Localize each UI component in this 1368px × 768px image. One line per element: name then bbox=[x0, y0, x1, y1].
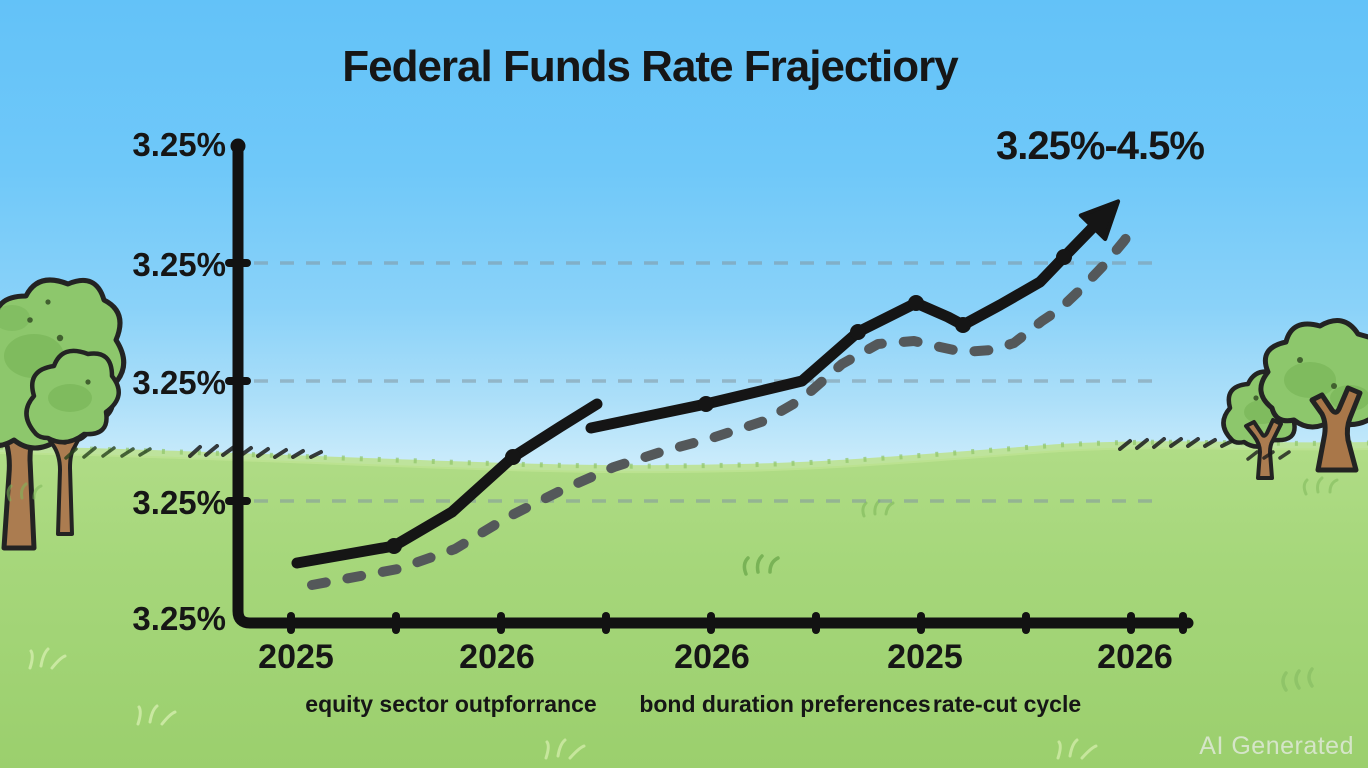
y-axis-label: 3.25% bbox=[132, 484, 226, 521]
end-value-annotation: 3.25%-4.5% bbox=[996, 124, 1205, 168]
x-axis-label: 2025 bbox=[887, 638, 963, 676]
y-axis-label: 3.25% bbox=[132, 364, 226, 401]
horizon-tufts bbox=[64, 437, 1291, 461]
tree-trunk bbox=[1309, 385, 1363, 473]
cartoon-trees-left bbox=[0, 277, 127, 551]
y-axis-label: 3.25% bbox=[132, 126, 226, 163]
tree-trunk-small bbox=[1244, 418, 1283, 480]
gridlines-layer bbox=[254, 261, 1158, 503]
grass-tufts bbox=[6, 476, 1339, 760]
chart-title: Federal Funds Rate Frajectiory bbox=[342, 42, 959, 91]
x-axis-label: 2026 bbox=[674, 638, 750, 676]
caption-equity: equity sector outpforrance bbox=[305, 691, 597, 717]
series-layer bbox=[291, 199, 1139, 590]
ai-generated-watermark: AI Generated bbox=[1199, 732, 1354, 760]
grass-fill bbox=[0, 447, 1368, 768]
caption-bond: bond duration preferences bbox=[639, 691, 931, 717]
x-axis-label: 2026 bbox=[1097, 638, 1173, 676]
cartoon-trees-right bbox=[1221, 318, 1368, 480]
y-axis-label: 3.25% bbox=[132, 246, 226, 283]
x-axis-label: 2025 bbox=[258, 638, 334, 676]
x-axis-label: 2026 bbox=[459, 638, 535, 676]
caption-rate-cut: rate-cut cycle bbox=[932, 691, 1082, 717]
y-axis-label: 3.25% bbox=[132, 600, 226, 637]
axes-layer bbox=[225, 138, 1194, 634]
